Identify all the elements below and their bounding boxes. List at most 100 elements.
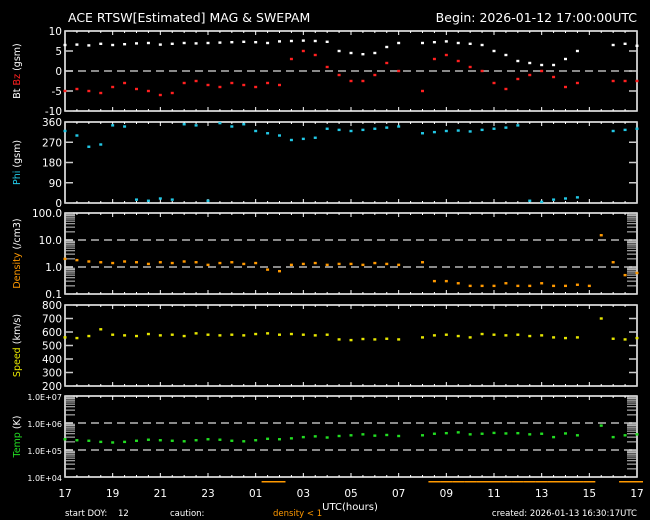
data-point bbox=[456, 41, 460, 45]
data-point bbox=[170, 333, 174, 336]
data-point bbox=[516, 333, 520, 336]
data-point bbox=[623, 273, 627, 277]
data-point bbox=[75, 439, 79, 442]
data-point bbox=[397, 69, 401, 73]
caution-mark bbox=[511, 481, 524, 483]
data-point bbox=[540, 200, 544, 204]
data-point bbox=[385, 337, 389, 340]
data-point bbox=[504, 53, 508, 57]
y-axis-label-phi: Phi (gsm) bbox=[12, 140, 23, 185]
data-point bbox=[218, 334, 222, 337]
data-point bbox=[230, 125, 234, 128]
data-point bbox=[87, 145, 91, 148]
created-time: created: 2026-01-13 16:30:17UTC bbox=[492, 509, 637, 519]
panels: 10 5 0 -5 -10 Bt Bz (gsm) 360 270 180 90 0 Phi (gsm… bbox=[12, 26, 643, 483]
data-point bbox=[397, 41, 401, 45]
data-point bbox=[528, 199, 532, 202]
data-point bbox=[516, 431, 520, 435]
data-point bbox=[564, 197, 567, 200]
data-point bbox=[373, 338, 377, 341]
series-density bbox=[63, 234, 639, 288]
data-point bbox=[123, 440, 127, 444]
data-point bbox=[146, 438, 150, 441]
data-point bbox=[325, 40, 329, 43]
data-point bbox=[468, 130, 472, 133]
y-axis-label-temp: Temp (K) bbox=[12, 416, 23, 459]
data-point bbox=[194, 79, 198, 83]
data-point bbox=[349, 51, 353, 55]
data-point bbox=[444, 431, 448, 435]
data-point bbox=[635, 44, 639, 47]
data-point bbox=[278, 83, 281, 87]
data-point bbox=[635, 336, 639, 340]
data-point bbox=[611, 337, 615, 340]
data-point bbox=[254, 85, 258, 89]
caution-mark bbox=[619, 481, 632, 483]
y-axis-label-part: (gsm) bbox=[12, 43, 23, 74]
data-point bbox=[468, 336, 472, 339]
data-point bbox=[349, 79, 353, 83]
y-tick-label: 300 bbox=[42, 368, 62, 380]
data-point bbox=[99, 261, 103, 264]
data-point bbox=[480, 128, 484, 132]
x-tick-label: 11 bbox=[487, 488, 500, 500]
data-point bbox=[516, 59, 520, 63]
data-point bbox=[135, 87, 138, 91]
data-point bbox=[421, 261, 424, 264]
chart-title: ACE RTSW[Estimated] MAG & SWEPAM bbox=[68, 10, 310, 25]
data-point bbox=[480, 69, 484, 73]
y-tick-label: 0 bbox=[55, 66, 62, 78]
data-point bbox=[385, 45, 389, 49]
panel-frame bbox=[64, 304, 638, 387]
data-point bbox=[158, 43, 162, 46]
caution-mark bbox=[535, 481, 548, 483]
data-point bbox=[313, 435, 317, 438]
data-point bbox=[480, 284, 484, 288]
data-point bbox=[313, 136, 317, 139]
caution-mark bbox=[273, 481, 286, 483]
data-point bbox=[75, 134, 79, 137]
data-point bbox=[361, 79, 365, 83]
data-point bbox=[63, 89, 67, 93]
data-point bbox=[492, 284, 496, 288]
data-point bbox=[432, 130, 436, 134]
data-point bbox=[349, 338, 353, 342]
data-point bbox=[373, 73, 377, 77]
data-point bbox=[421, 434, 424, 437]
data-point bbox=[242, 83, 246, 87]
data-point bbox=[504, 432, 508, 435]
data-point bbox=[135, 439, 138, 442]
data-point bbox=[432, 432, 436, 435]
data-point bbox=[444, 129, 448, 133]
data-point bbox=[313, 261, 317, 265]
y-tick-label: 0.1 bbox=[45, 289, 62, 301]
data-point bbox=[540, 282, 544, 285]
data-point bbox=[528, 334, 532, 338]
data-point bbox=[421, 132, 424, 135]
data-point bbox=[444, 40, 448, 43]
series-speed bbox=[63, 317, 639, 342]
data-point bbox=[194, 42, 198, 45]
data-point bbox=[635, 79, 639, 83]
data-point bbox=[397, 125, 401, 128]
data-point bbox=[504, 126, 508, 129]
x-tick-label: 17 bbox=[630, 488, 643, 500]
data-point bbox=[492, 333, 496, 336]
data-point bbox=[528, 73, 532, 77]
data-point bbox=[278, 438, 281, 441]
data-point bbox=[480, 43, 484, 47]
data-point bbox=[289, 138, 293, 142]
y-tick-label: 10 bbox=[49, 26, 62, 38]
data-point bbox=[468, 284, 472, 288]
data-point bbox=[313, 39, 317, 43]
data-point bbox=[289, 39, 293, 43]
data-point bbox=[230, 41, 234, 44]
data-point bbox=[552, 198, 556, 201]
data-point bbox=[218, 261, 222, 265]
data-point bbox=[278, 40, 281, 43]
data-point bbox=[313, 334, 317, 337]
y-tick-label: 270 bbox=[42, 137, 62, 149]
data-point bbox=[444, 279, 448, 283]
data-point bbox=[552, 435, 556, 439]
